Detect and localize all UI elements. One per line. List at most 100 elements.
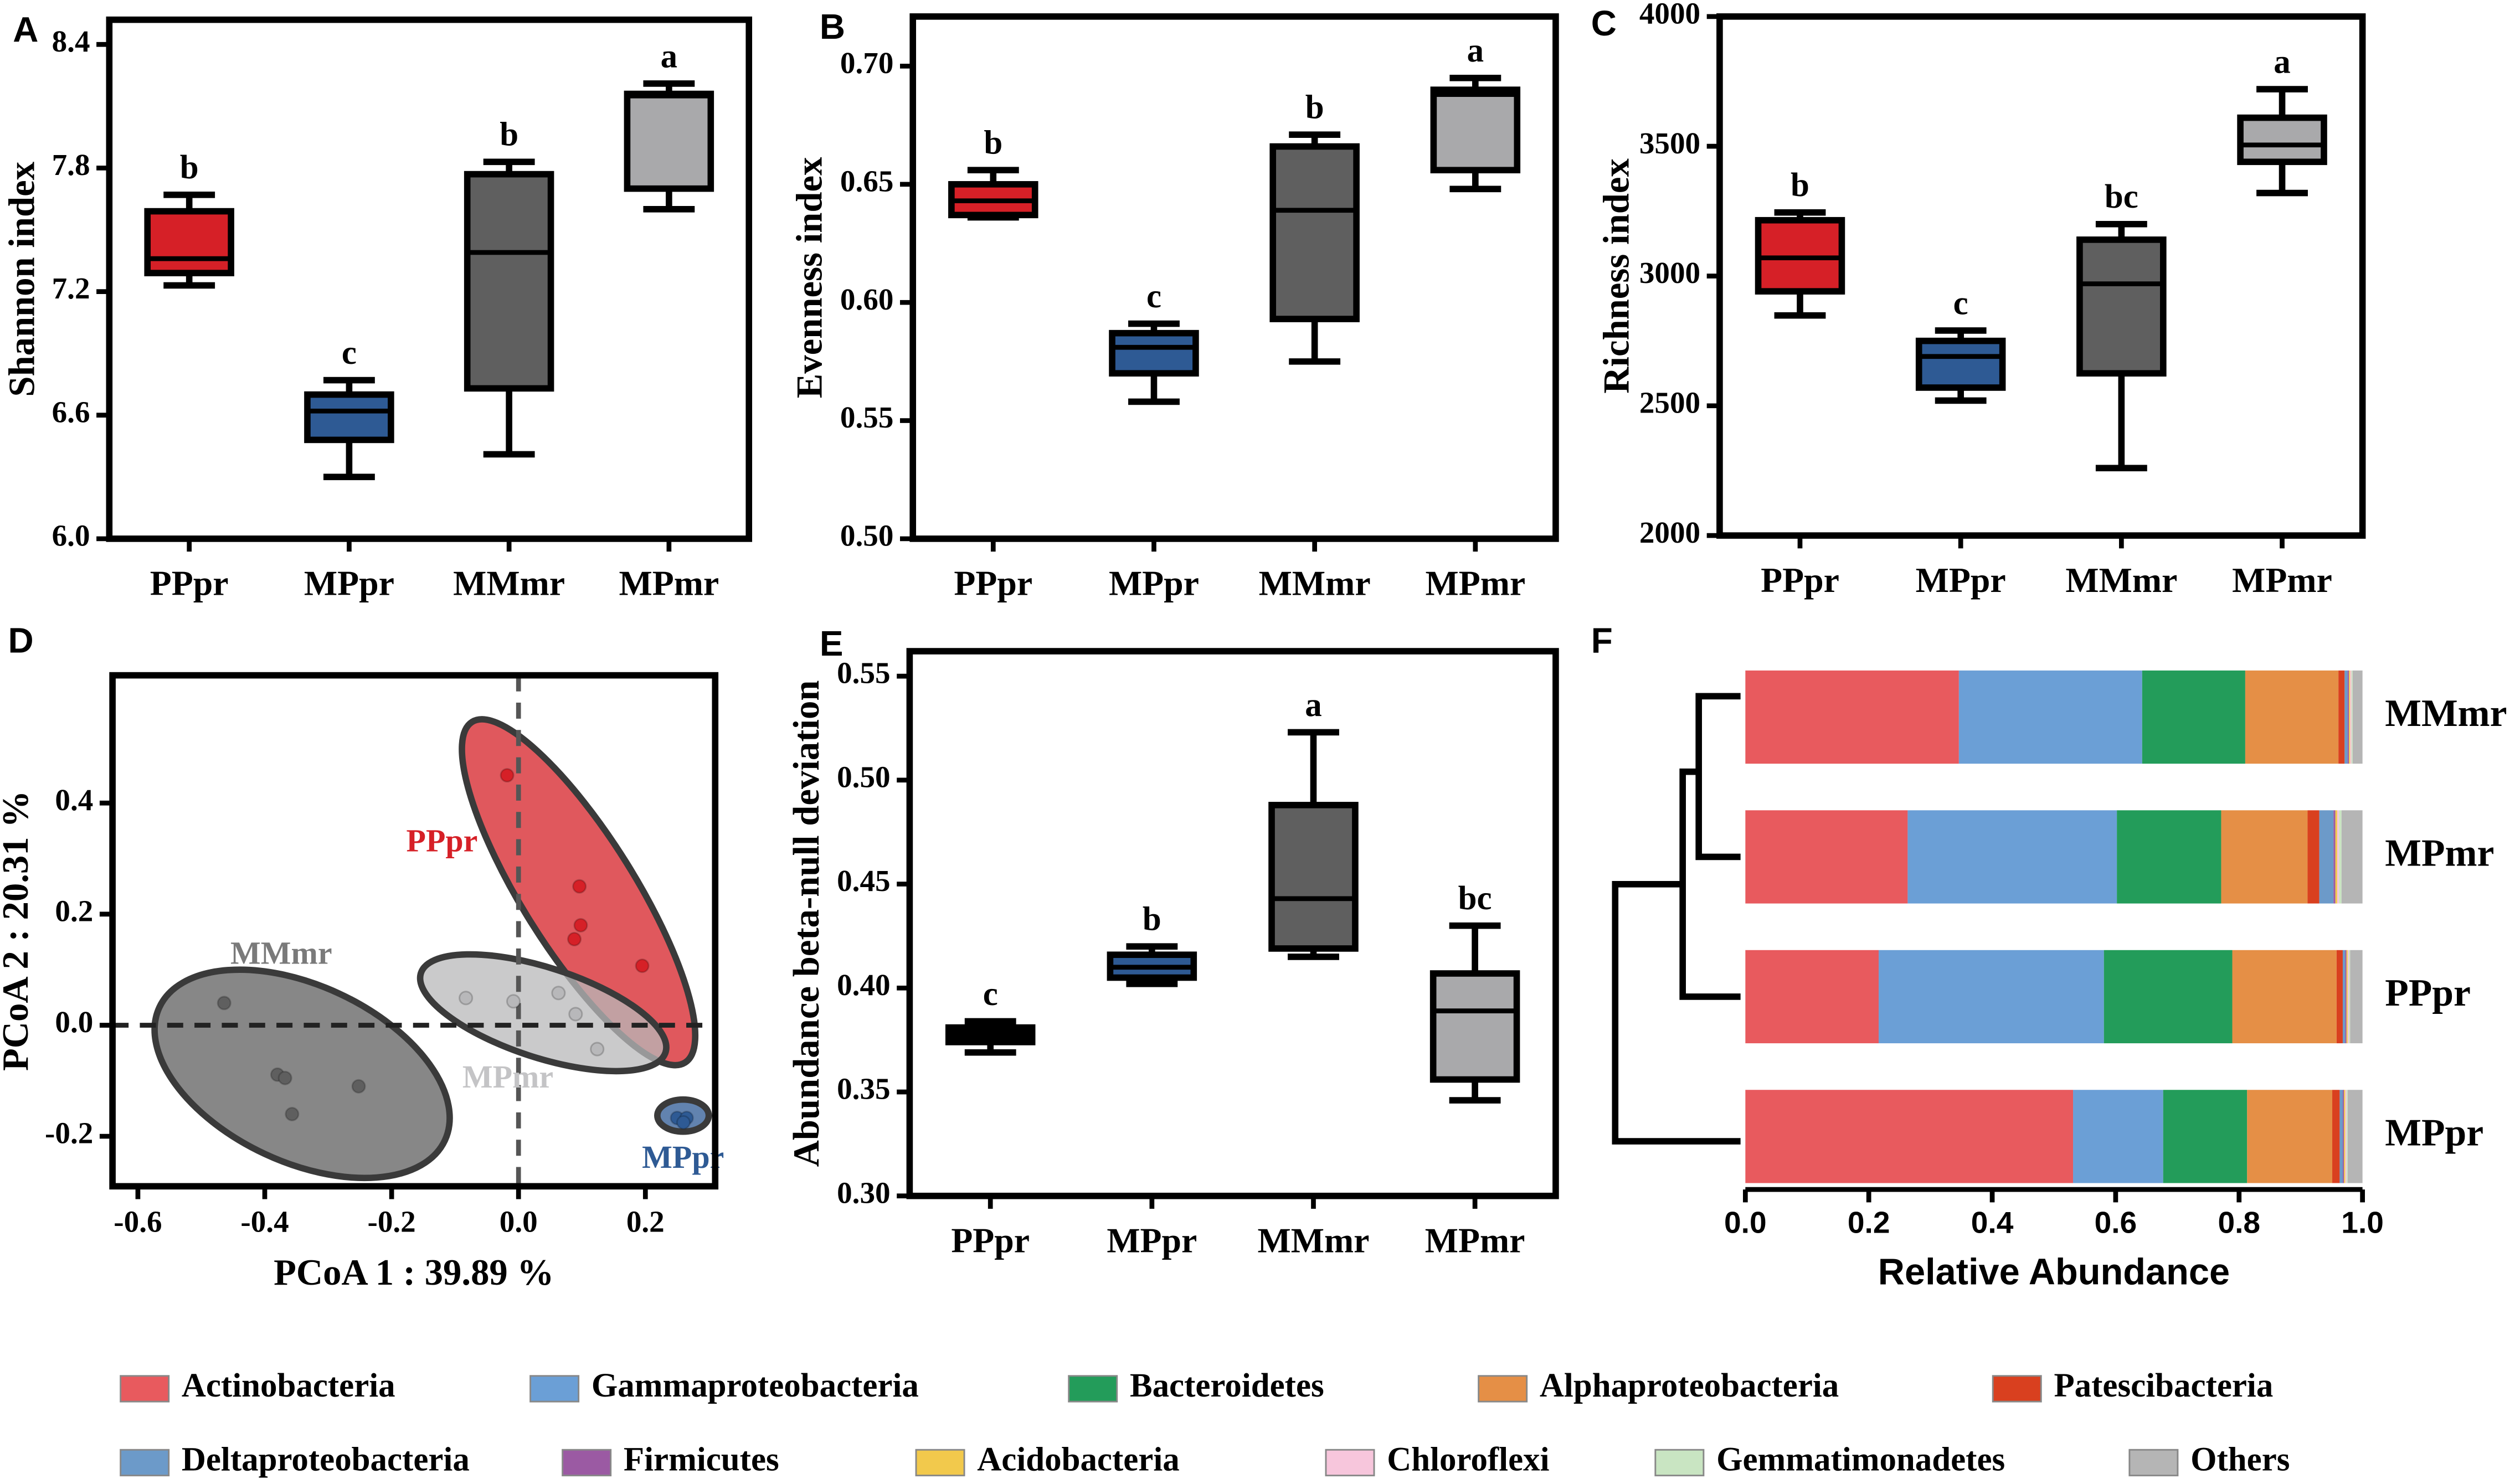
bar-segment [2352,670,2363,764]
box [2076,236,2167,377]
significance-letter: b [1305,89,1324,126]
x-tick-label: PPpr [1761,560,1839,600]
x-tick-label: 0.0 [500,1205,538,1239]
bar-segment [2307,810,2320,904]
bar-segment [2232,950,2337,1044]
legend-label: Chloroflexi [1387,1441,1549,1478]
group-label: MMmr [230,935,332,971]
y-axis-label: Abundance beta-null deviation [786,680,827,1167]
point [551,986,566,1001]
x-tick-label: 0.2 [626,1205,665,1239]
legend-swatch [120,1375,170,1403]
significance-letter: c [342,334,357,372]
box [1109,329,1199,377]
significance-letter: a [1467,32,1484,69]
legend-swatch [1478,1375,1528,1403]
significance-letter: c [983,976,998,1013]
panel-label: D [8,620,34,660]
category-label: MPpr [2385,1111,2483,1154]
legend-label: Actinobacteria [182,1367,395,1404]
category-label: MPmr [2385,832,2494,874]
y-tick-label: 0.50 [840,519,893,553]
x-tick-label: PPpr [951,1220,1030,1260]
x-tick-label: MPpr [1109,564,1199,603]
bar-segment [2349,950,2351,1044]
bar-segment [2104,950,2233,1044]
point [217,996,232,1011]
x-axis-label: PCoA 1 : 39.89 % [274,1253,554,1293]
y-tick-label: 6.0 [52,519,90,553]
x-tick-label: MPmr [1425,1220,1525,1260]
y-tick-label: 0.40 [837,968,890,1002]
point [506,994,521,1009]
significance-letter: bc [1458,880,1492,917]
x-tick-label: PPpr [150,564,229,603]
x-axis-label: Relative Abundance [1878,1252,2230,1293]
legend-swatch [1325,1449,1375,1477]
y-tick-label: 0.60 [840,282,893,316]
significance-letter: b [180,149,199,186]
point [351,1079,366,1094]
y-axis-label: PCoA 2 : 20.31 % [0,791,36,1071]
bar-segment [2350,670,2352,764]
bar-segment [2221,810,2308,904]
legend-swatch [529,1375,580,1403]
box [2237,114,2327,166]
bar-segment [2337,810,2339,904]
significance-letter: a [2274,44,2290,81]
legend-swatch [562,1449,612,1477]
bar-segment [2332,1090,2340,1183]
y-tick-label: 7.2 [52,271,90,305]
box [1430,86,1521,174]
legend-label: Alphaproteobacteria [1540,1367,1839,1404]
bar-segment [2350,950,2363,1044]
bar-segment [2319,810,2334,904]
x-tick-label: MPmr [1425,564,1525,603]
legend-label: Gemmatimonadetes [1716,1441,2005,1478]
point [573,918,588,932]
bar-segment [1745,950,1879,1044]
legend-swatch [1992,1375,2042,1403]
bar-segment [1907,810,2117,904]
legend-label: Firmicutes [624,1441,779,1478]
legend-label: Deltaproteobacteria [182,1441,470,1478]
box [464,171,554,392]
y-tick-label: 0.55 [837,656,890,690]
y-tick-label: 0.30 [837,1176,890,1209]
legend-label: Others [2190,1441,2290,1478]
point [676,1115,691,1130]
point [568,1007,583,1022]
plot-frame [909,13,1559,542]
bar-segment [2345,950,2347,1044]
y-tick-label: 4000 [1639,0,1700,30]
bar-segment [1879,950,2104,1044]
legend-swatch [1068,1375,1118,1403]
bar-segment [2345,1090,2347,1183]
bar-segment [2347,670,2349,764]
bar-segment [1745,1090,2074,1183]
x-tick-label: 0.8 [2218,1205,2260,1240]
point [635,959,650,973]
bar-segment [2336,950,2343,1044]
y-tick-label: 2000 [1639,516,1700,549]
point [500,768,515,783]
panel-label: B [820,7,845,47]
significance-letter: c [1953,285,1968,322]
y-tick-label: 0.35 [837,1072,890,1106]
group-ellipse [151,966,453,1182]
legend-label: Acidobacteria [977,1441,1179,1478]
significance-letter: a [661,38,677,75]
y-tick-label: 0.50 [837,760,890,793]
bar-segment [2333,810,2336,904]
plot-frame [906,648,1559,1199]
panel-label: F [1591,620,1613,660]
x-tick-label: 0.4 [1971,1205,2014,1240]
legend-swatch [915,1449,965,1477]
bar-segment [1745,810,1908,904]
y-axis-label: Evenness index [790,157,830,398]
group-label: PPpr [407,823,478,859]
y-tick-label: 7.8 [52,148,90,182]
y-tick-label: 0.65 [840,164,893,198]
bar-segment [2142,670,2245,764]
